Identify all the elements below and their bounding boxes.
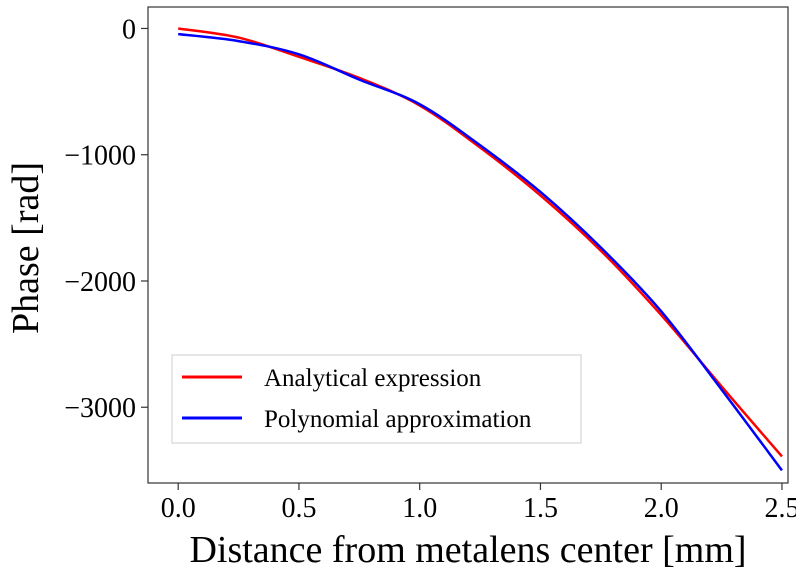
x-tick-label: 2.5 [764, 493, 796, 524]
y-tick-label: −3000 [64, 393, 136, 424]
series-lines [178, 27, 783, 472]
legend-box [171, 354, 582, 444]
legend: Analytical expression Polynomial approxi… [171, 354, 582, 444]
y-tick-label: −2000 [64, 267, 136, 298]
x-tick-label: 2.0 [644, 493, 679, 524]
x-tick-label: 0.0 [161, 493, 196, 524]
y-tick-label: −1000 [64, 141, 136, 172]
legend-label-analytical: Analytical expression [264, 365, 482, 392]
x-tick-label: 1.5 [523, 493, 558, 524]
polynomial-approximation-line [178, 32, 783, 472]
y-axis-title: Phase [rad] [5, 162, 47, 334]
x-axis-title: Distance from metalens center [mm] [189, 529, 746, 571]
x-axis-ticks: 0.0 0.5 1.0 1.5 2.0 2.5 [161, 483, 796, 524]
legend-label-polynomial: Polynomial approximation [264, 406, 532, 433]
x-tick-label: 1.0 [402, 493, 437, 524]
x-tick-label: 0.5 [281, 493, 316, 524]
y-tick-label: 0 [122, 14, 136, 45]
y-axis-ticks: 0 −1000 −2000 −3000 [64, 14, 148, 424]
